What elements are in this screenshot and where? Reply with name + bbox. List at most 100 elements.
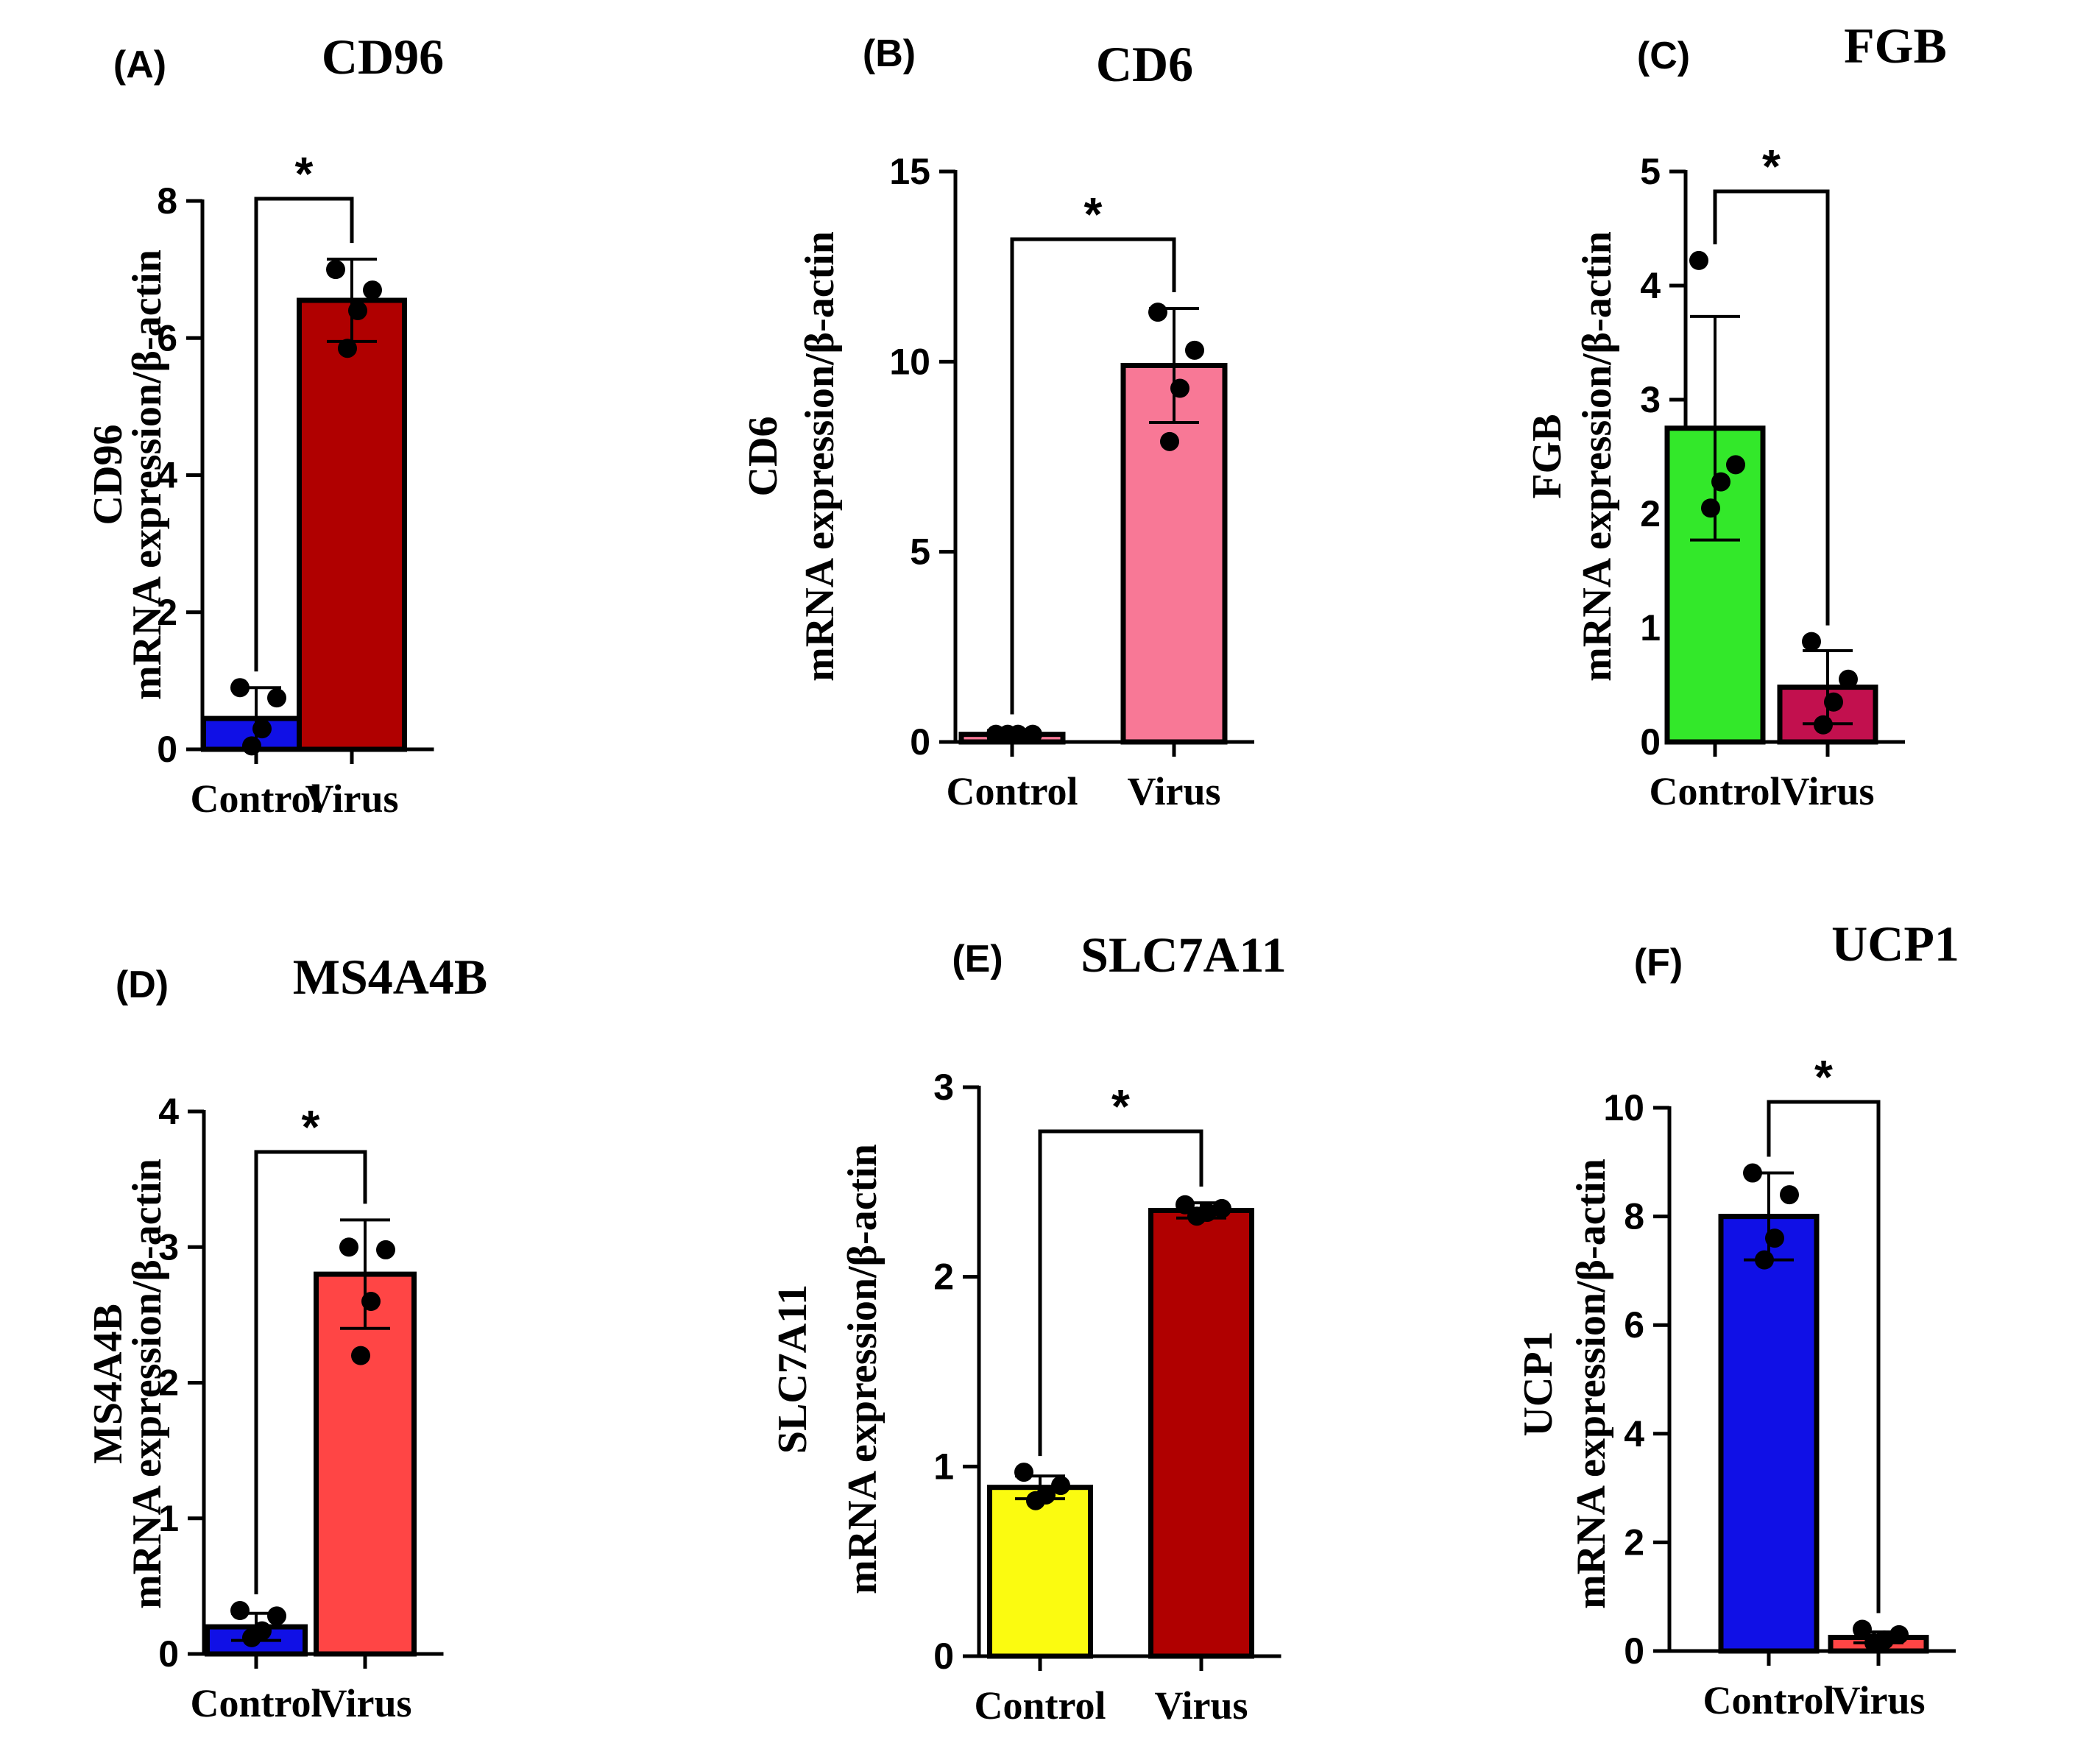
data-point	[1023, 724, 1042, 744]
x-tick-label: Virus	[1781, 769, 1874, 813]
y-tick-label: 0	[910, 721, 930, 763]
x-tick-label: Virus	[1154, 1683, 1248, 1728]
bar	[297, 297, 407, 752]
data-point	[361, 1291, 381, 1311]
y-tick-label: 6	[157, 317, 177, 358]
y-axis-label-gene: MS4A4B	[85, 1304, 131, 1464]
y-tick-label: 15	[889, 151, 930, 192]
y-axis-label-gene: UCP1	[1516, 1331, 1561, 1436]
panel-letter: (D)	[116, 964, 169, 1006]
panel-letter: (E)	[952, 938, 1003, 980]
y-tick-label: 0	[1624, 1630, 1644, 1672]
panel-letter: (A)	[113, 43, 166, 86]
data-point	[1026, 1491, 1045, 1510]
significance-bracket	[254, 197, 354, 672]
chart-title: UCP1	[1831, 916, 1959, 972]
x-tick-label: Control	[1649, 769, 1781, 813]
y-tick-label: 10	[1603, 1087, 1644, 1128]
y-tick-label: 1	[1640, 607, 1661, 648]
x-tick-label: Virus	[1831, 1678, 1925, 1722]
y-tick-label: 0	[158, 1633, 179, 1675]
data-point	[1889, 1625, 1909, 1644]
y-axis-label: mRNA expression/β-actin	[1574, 231, 1620, 682]
x-tick-label: Virus	[305, 777, 398, 821]
data-point	[348, 301, 367, 320]
y-axis-label-gene: CD96	[85, 425, 131, 526]
significance-bracket	[1038, 1129, 1203, 1457]
y-tick-label: 4	[1640, 265, 1661, 306]
chart-title: CD96	[322, 29, 444, 85]
y-axis-label: mRNA expression/β-actin	[797, 231, 843, 682]
data-point	[1864, 1633, 1884, 1652]
y-tick-label: 0	[1640, 721, 1661, 763]
data-point	[1175, 1195, 1195, 1215]
y-tick-label: 3	[158, 1226, 179, 1268]
data-point	[1814, 715, 1833, 735]
significance-marker: *	[1814, 1050, 1833, 1103]
panel-e: (E) SLC7A11 SLC7A11 mRNA expression/β-actin…	[770, 927, 1287, 1728]
chart-title: FGB	[1844, 18, 1947, 74]
data-point	[1051, 1476, 1070, 1496]
y-axis-label-gene: SLC7A11	[770, 1284, 816, 1454]
data-point	[1711, 472, 1730, 492]
y-tick-label: 3	[1640, 379, 1661, 420]
y-tick-label: 5	[910, 531, 930, 573]
data-point	[1014, 1463, 1033, 1482]
y-axis-label: mRNA expression/β-actin	[840, 1144, 885, 1594]
data-point	[998, 724, 1017, 744]
data-point	[1148, 303, 1167, 322]
x-tick-label: Control	[190, 1681, 322, 1725]
x-tick-label: Control	[946, 769, 1078, 813]
y-tick-label: 4	[1624, 1413, 1644, 1454]
data-point	[267, 1606, 286, 1626]
data-point	[1689, 250, 1708, 270]
data-point	[1726, 455, 1745, 475]
panel-letter: (C)	[1637, 35, 1690, 77]
y-tick-label: 1	[933, 1446, 954, 1487]
data-point	[338, 339, 357, 358]
significance-bracket	[254, 1150, 367, 1595]
data-point	[1170, 378, 1189, 398]
y-tick-label: 10	[889, 341, 930, 382]
significance-bracket	[1767, 1100, 1881, 1613]
data-point	[1160, 431, 1179, 451]
data-point	[230, 678, 250, 698]
y-tick-label: 2	[1624, 1521, 1644, 1563]
data-point	[376, 1240, 395, 1259]
significance-marker: *	[1084, 188, 1103, 241]
y-tick-label: 2	[1640, 493, 1661, 534]
data-point	[252, 719, 272, 739]
y-tick-label: 8	[157, 180, 177, 222]
bar	[314, 1271, 417, 1657]
data-point	[1212, 1198, 1231, 1218]
data-point	[267, 688, 286, 708]
y-tick-label: 1	[158, 1498, 179, 1539]
data-point	[1187, 1206, 1206, 1226]
x-tick-label: Control	[1703, 1678, 1834, 1722]
y-tick-label: 0	[933, 1636, 954, 1677]
x-tick-label: Virus	[318, 1681, 411, 1725]
bar	[1718, 1214, 1820, 1654]
significance-bracket	[1713, 189, 1830, 626]
significance-marker: *	[1762, 140, 1781, 193]
data-point	[242, 736, 261, 756]
significance-bracket	[1010, 237, 1176, 715]
y-tick-label: 8	[1624, 1196, 1644, 1237]
y-tick-label: 5	[1640, 151, 1661, 192]
chart-title: MS4A4B	[293, 949, 487, 1005]
x-tick-label: Control	[974, 1683, 1106, 1728]
y-axis-label: mRNA expression/β-actin	[1569, 1159, 1614, 1609]
significance-marker: *	[302, 1100, 320, 1153]
data-point	[1701, 498, 1720, 518]
significance-marker: *	[295, 147, 314, 200]
y-axis-label-gene: FGB	[1524, 414, 1570, 498]
significance-marker: *	[1111, 1080, 1130, 1133]
y-axis-label: mRNA expression/β-actin	[124, 250, 170, 700]
data-point	[230, 1601, 250, 1621]
